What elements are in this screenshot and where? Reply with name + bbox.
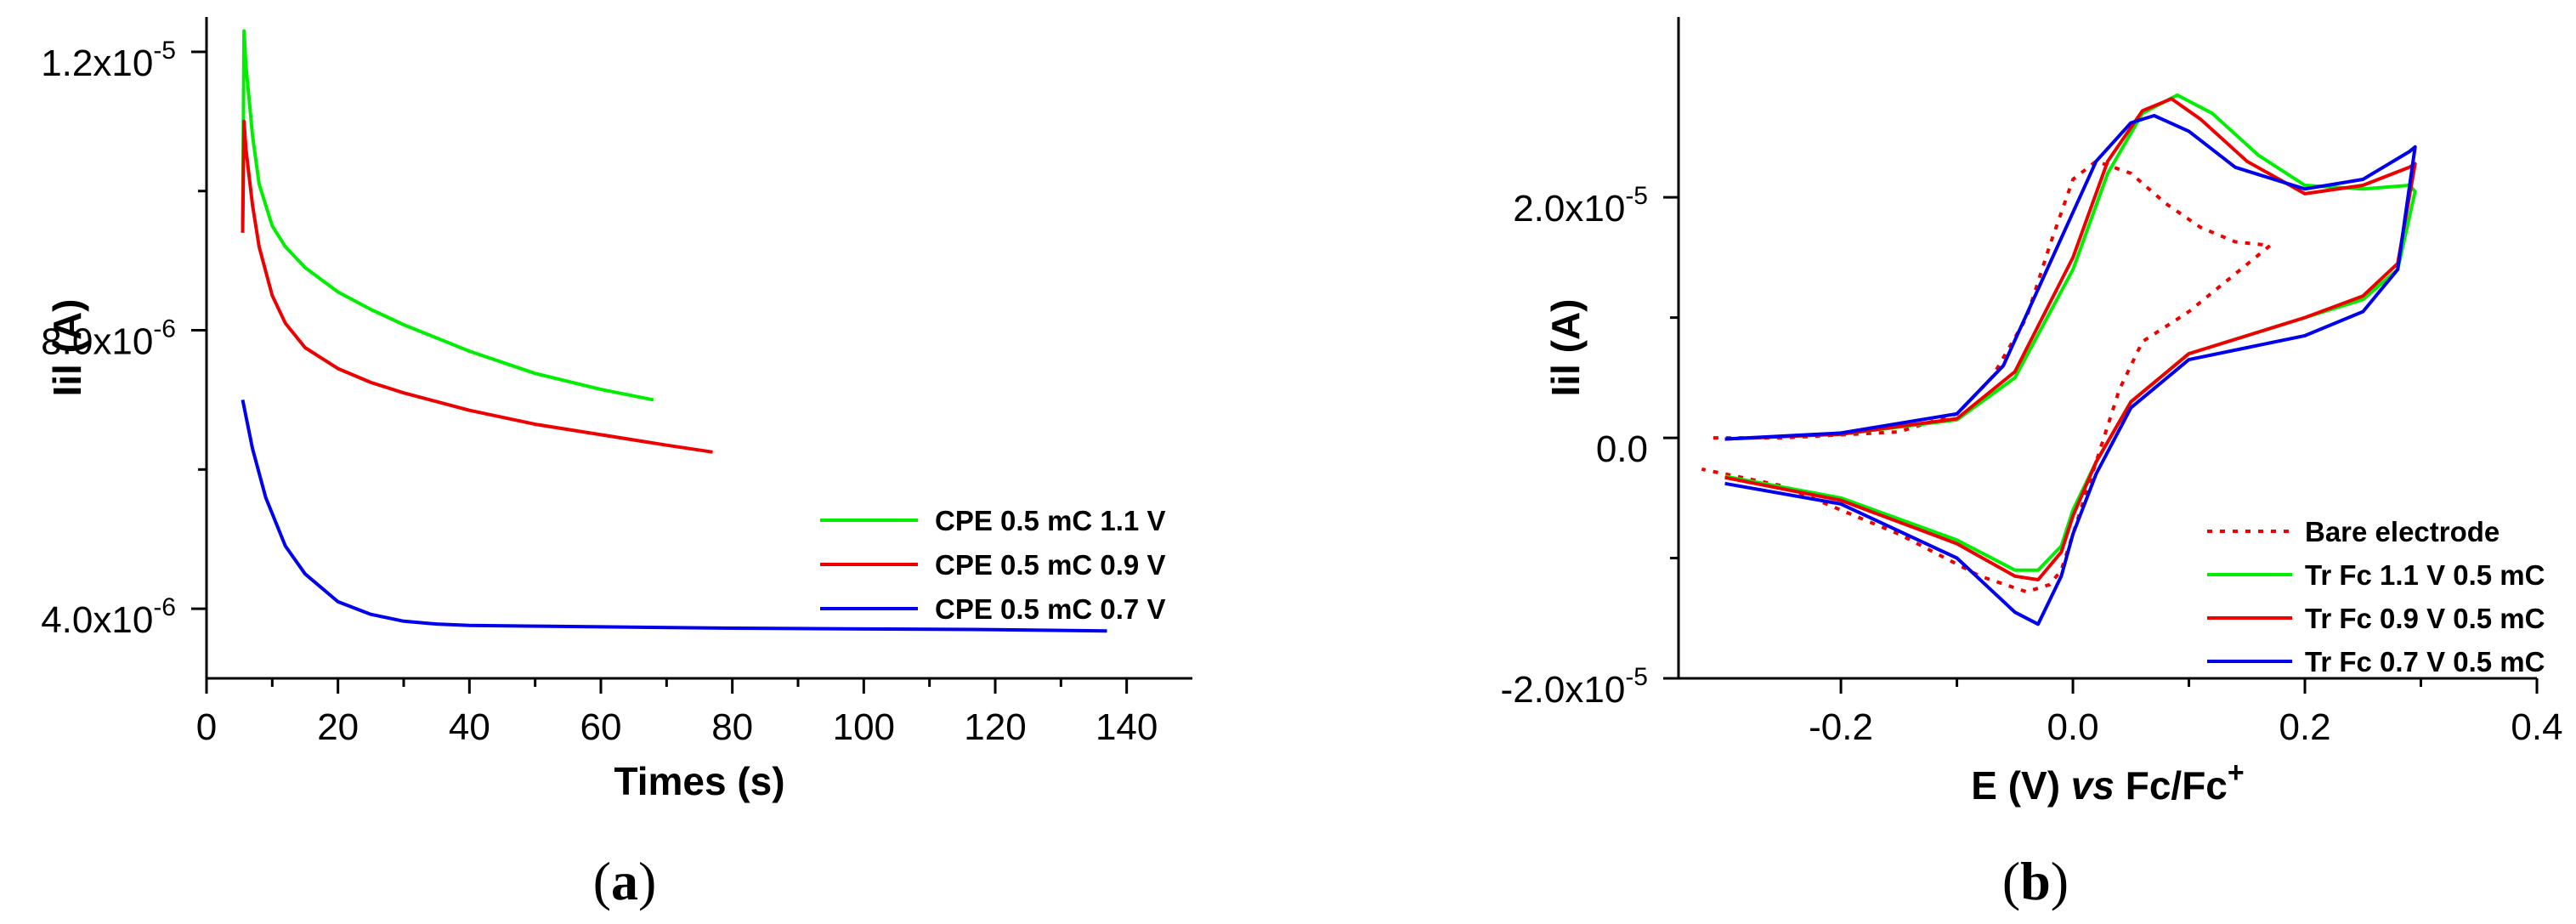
x-tick-label: 40 [449, 706, 490, 748]
x-tick-label: 0.4 [2511, 706, 2562, 748]
y-tick-label: 2.0x10-5 [1513, 182, 1648, 230]
chart-panel-a: 0 20 40 60 80 100 120 140 4.0x10-6 8.0x10-6 1.2x10… [41, 17, 1192, 803]
panel-label-a: (a) [593, 851, 657, 911]
legend-label: Tr Fc 0.9 V 0.5 mC [2305, 603, 2545, 634]
series-line-3 [1724, 97, 2417, 581]
x-tick-label: 120 [964, 706, 1026, 748]
series-line-2 [241, 119, 713, 454]
series-line-3 [241, 400, 1107, 633]
series-line-4 [1724, 114, 2417, 626]
series-line-2 [1724, 93, 2417, 572]
legend-label: CPE 0.5 mC 1.1 V [935, 505, 1165, 536]
x-tick-label: 0 [196, 706, 217, 748]
series-line-1 [241, 29, 654, 402]
y-axis-title: Iil (A) [1543, 299, 1588, 397]
x-tick-label: -0.2 [1809, 706, 1873, 748]
x-tick-label: 60 [580, 706, 622, 748]
legend-label: CPE 0.5 mC 0.7 V [935, 593, 1165, 625]
x-tick-label: 0.2 [2279, 706, 2330, 748]
y-tick-label: -2.0x10-5 [1501, 663, 1648, 711]
x-tick-label: 80 [711, 706, 753, 748]
x-tick-label: 20 [317, 706, 359, 748]
x-axis-title: Times (s) [614, 759, 784, 803]
chart-panel-b: -0.2 0.0 0.2 0.4 -2.0x10-5 0.0 2.0x10-5 Iil (A)… [1501, 17, 2563, 808]
legend-label: Tr Fc 0.7 V 0.5 mC [2305, 646, 2545, 677]
x-axis-title: E (V) vs Fc/Fc+ [1971, 757, 2245, 808]
legend-label: Tr Fc 1.1 V 0.5 mC [2305, 559, 2545, 591]
x-tick-label: 140 [1096, 706, 1158, 748]
y-tick-label: 8.0x10-6 [41, 315, 176, 363]
y-tick-label: 1.2x10-5 [41, 37, 176, 84]
panel-label-b: (b) [2002, 851, 2069, 911]
series-line-1 [1701, 159, 2273, 594]
y-axis-title: Iil (A) [45, 299, 89, 397]
y-tick-label: 4.0x10-6 [41, 593, 176, 641]
x-tick-label: 0.0 [2047, 706, 2098, 748]
y-tick-label: 0.0 [1596, 428, 1648, 470]
legend-label: Bare electrode [2305, 516, 2500, 547]
legend-label: CPE 0.5 mC 0.9 V [935, 549, 1165, 581]
x-tick-label: 100 [833, 706, 895, 748]
